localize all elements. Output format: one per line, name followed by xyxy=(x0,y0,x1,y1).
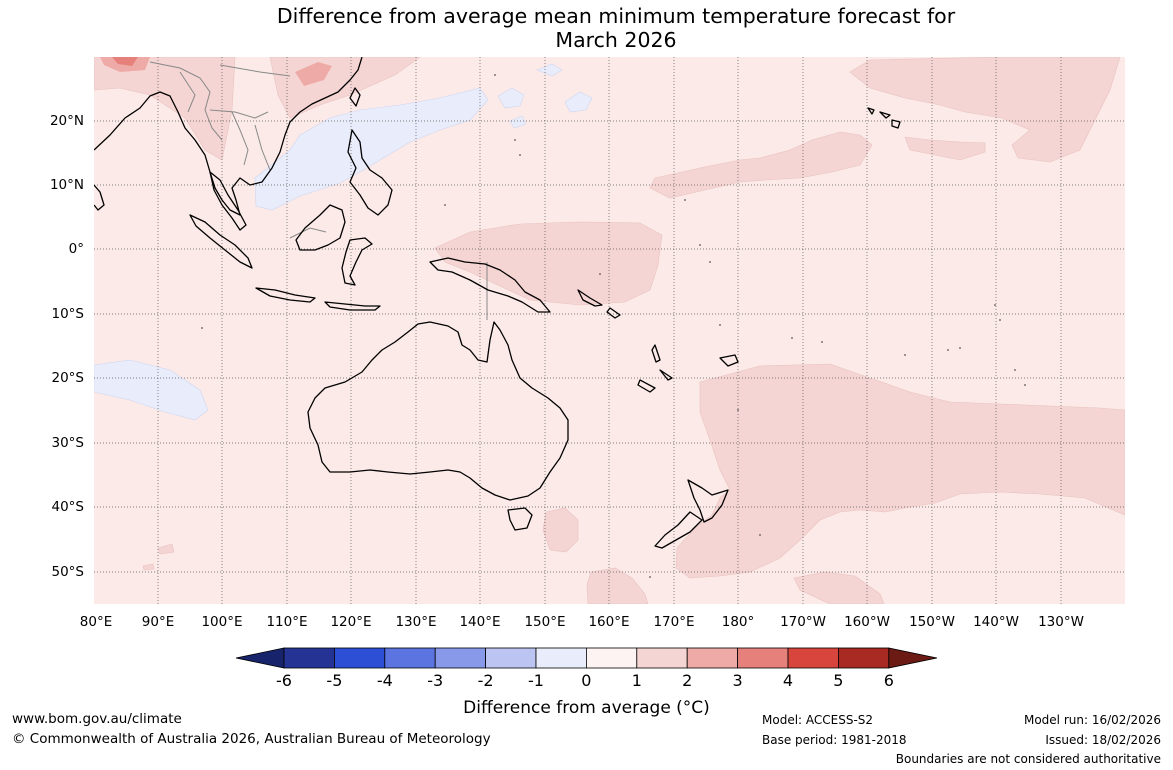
new-zealand-south-coast xyxy=(654,511,703,549)
coastlines xyxy=(94,57,901,549)
colorbar-segment xyxy=(686,647,739,669)
lat-label-10s: 10°S xyxy=(51,306,85,322)
footer-model: Model: ACCESS-S2 xyxy=(762,713,874,727)
footer-base-period: Base period: 1981-2018 xyxy=(762,733,907,747)
lat-label-20n: 20°N xyxy=(49,113,84,129)
java-coast xyxy=(255,287,316,303)
colorbar-segment xyxy=(586,647,638,669)
asia-mainland-coast xyxy=(94,57,363,216)
lat-label-30s: 30°S xyxy=(51,435,85,451)
colorbar-segment xyxy=(384,647,436,669)
colorbar xyxy=(235,647,938,669)
lat-label-0: 0° xyxy=(68,241,84,257)
colorbar-segment xyxy=(434,647,487,669)
colorbar-segment xyxy=(787,647,839,669)
colorbar-tick-label: 3 xyxy=(732,671,743,690)
lon-label-180: 180° xyxy=(721,614,755,630)
graticule xyxy=(94,57,1125,604)
colorbar-extend-high xyxy=(888,647,938,669)
colorbar-segment xyxy=(535,647,587,669)
tasmania-coast xyxy=(507,507,533,531)
colorbar-tick-label: 6 xyxy=(883,671,894,690)
colorbar-tick-label: -2 xyxy=(477,671,494,690)
footer-model-run: Model run: 16/02/2026 xyxy=(1023,713,1161,727)
anomaly-negative-regions xyxy=(94,63,593,421)
lat-label-40s: 40°S xyxy=(51,499,85,515)
philippines-coast xyxy=(347,129,393,216)
colorbar-tick-label: -4 xyxy=(376,671,393,690)
anomaly-1-2-regions xyxy=(94,57,1125,604)
map-title: Difference from average mean minimum tem… xyxy=(0,4,1173,52)
footer-disclaimer: Boundaries are not considered authoritat… xyxy=(895,752,1161,766)
colorbar-segment xyxy=(636,647,688,669)
lon-label-80e: 80°E xyxy=(79,614,113,630)
colorbar-tick-label: 2 xyxy=(682,671,693,690)
lon-label-170e: 170°E xyxy=(653,614,695,630)
anomaly-2-3-regions xyxy=(100,57,332,86)
colorbar-tick-label: -3 xyxy=(427,671,444,690)
footer-copyright: © Commonwealth of Australia 2026, Austra… xyxy=(12,731,491,747)
country-borders xyxy=(149,61,488,320)
colorbar-tick-label: 1 xyxy=(631,671,642,690)
anomaly-base xyxy=(94,57,1125,604)
borneo-coast xyxy=(295,204,346,251)
lon-label-160e: 160°E xyxy=(588,614,630,630)
colorbar-tick-label: 0 xyxy=(581,671,592,690)
colorbar-segment xyxy=(838,647,890,669)
colorbar-tick-label: 5 xyxy=(833,671,844,690)
lon-label-170w: 170°W xyxy=(780,614,826,630)
lon-label-140e: 140°E xyxy=(459,614,501,630)
sumatra-coast xyxy=(189,214,253,269)
lat-label-20s: 20°S xyxy=(51,370,85,386)
lon-label-90e: 90°E xyxy=(141,614,175,630)
footer-issued: Issued: 18/02/2026 xyxy=(1045,733,1161,747)
small-islands xyxy=(201,74,1026,578)
colorbar-tick-label: -6 xyxy=(276,671,292,690)
anomaly-3-4-region xyxy=(112,57,138,66)
colorbar-segment xyxy=(737,647,789,669)
title-line-1: Difference from average mean minimum tem… xyxy=(276,4,956,28)
lon-label-120e: 120°E xyxy=(330,614,372,630)
sulawesi-coast xyxy=(341,237,373,286)
lon-label-130w: 130°W xyxy=(1038,614,1084,630)
colorbar-tick-label: 4 xyxy=(782,671,794,690)
colorbar-extend-low xyxy=(235,647,285,669)
colorbar-title: Difference from average (°C) xyxy=(463,698,710,718)
colorbar-tick-label: -1 xyxy=(528,671,544,690)
lon-label-140w: 140°W xyxy=(973,614,1019,630)
lat-label-50s: 50°S xyxy=(51,564,85,580)
colorbar-segment xyxy=(283,647,335,669)
new-guinea-coast xyxy=(429,257,551,313)
lon-label-150e: 150°E xyxy=(524,614,566,630)
lon-label-110e: 110°E xyxy=(266,614,308,630)
lon-label-150w: 150°W xyxy=(909,614,955,630)
title-line-2: March 2026 xyxy=(555,28,677,52)
colorbar-segment xyxy=(485,647,537,669)
footer-url[interactable]: www.bom.gov.au/climate xyxy=(12,711,182,727)
colorbar-tick-label: -5 xyxy=(326,671,343,690)
lon-label-160w: 160°W xyxy=(844,614,890,630)
lon-label-130e: 130°E xyxy=(395,614,437,630)
lon-label-100e: 100°E xyxy=(201,614,243,630)
new-zealand-north-coast xyxy=(687,479,729,523)
colorbar-segment xyxy=(333,647,386,669)
lat-label-10n: 10°N xyxy=(49,177,84,193)
australia-coast xyxy=(307,321,569,501)
